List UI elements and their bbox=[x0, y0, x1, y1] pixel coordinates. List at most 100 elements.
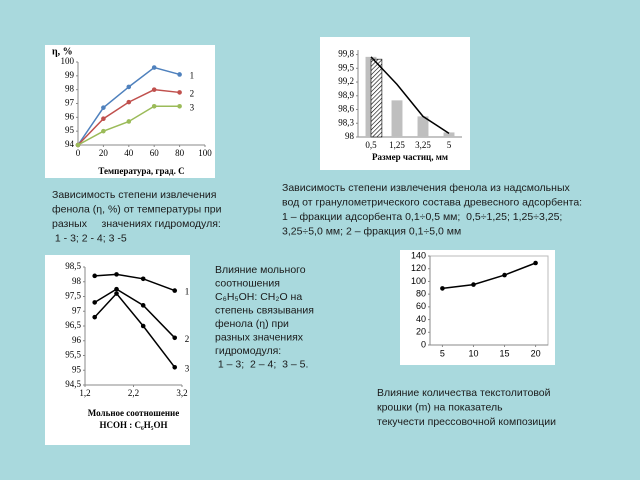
bar bbox=[443, 132, 455, 137]
data-point bbox=[126, 84, 132, 90]
y-tick-label: 97,5 bbox=[65, 291, 81, 301]
x-tick-label: 20 bbox=[99, 148, 109, 158]
x-tick-label: 1,2 bbox=[79, 388, 90, 398]
data-point bbox=[172, 365, 178, 370]
y-tick-label: 20 bbox=[416, 327, 426, 337]
y-tick-label: 94 bbox=[65, 139, 75, 149]
caption-line: степень связывания bbox=[215, 304, 314, 316]
x-tick-label: 1,25 bbox=[389, 140, 405, 150]
caption-line: 1 – 3; 2 – 4; 3 – 5. bbox=[215, 358, 308, 370]
caption-line: фенола (η) при bbox=[215, 318, 289, 330]
x-axis-label: HCOH : C₆H₅OH bbox=[100, 420, 168, 430]
caption-line: Влияние количества текстолитовой bbox=[377, 387, 551, 399]
data-point bbox=[172, 288, 178, 293]
data-point bbox=[101, 128, 106, 134]
caption-line: 1 - 3; 2 - 4; 3 -5 bbox=[52, 232, 127, 244]
y-tick-label: 97 bbox=[72, 305, 82, 315]
x-tick-label: 60 bbox=[150, 148, 160, 158]
y-tick-label: 95 bbox=[72, 364, 82, 374]
y-tick-label: 98,6 bbox=[338, 104, 354, 114]
data-point bbox=[177, 72, 182, 77]
y-tick-label: 95 bbox=[65, 125, 75, 135]
data-point bbox=[101, 116, 106, 122]
data-point bbox=[126, 119, 132, 124]
caption-line: крошки (m) на показатель bbox=[377, 401, 503, 413]
chart-panel bbox=[400, 250, 555, 365]
series-line bbox=[94, 273, 175, 292]
y-tick-label: 100 bbox=[411, 276, 426, 286]
series-line bbox=[442, 262, 536, 290]
x-axis-label: Размер частиц, мм bbox=[372, 152, 448, 162]
caption-line: разных значениях bbox=[215, 331, 304, 343]
data-point bbox=[502, 272, 507, 278]
series-label: 3 bbox=[185, 363, 190, 373]
x-tick-label: 2,2 bbox=[128, 388, 139, 398]
data-point bbox=[151, 65, 157, 70]
data-point bbox=[114, 291, 119, 296]
y-tick-label: 60 bbox=[416, 301, 426, 311]
y-tick-label: 99,5 bbox=[338, 62, 354, 72]
caption-line: Зависимость степени извлечения фенола из… bbox=[282, 182, 570, 194]
y-tick-label: 96 bbox=[65, 111, 75, 121]
data-point bbox=[92, 273, 97, 279]
y-tick-label: 98,3 bbox=[338, 117, 354, 127]
data-point bbox=[140, 323, 146, 329]
x-axis-label: Мольное соотношение bbox=[88, 408, 179, 418]
data-point bbox=[92, 314, 97, 320]
series-label: 2 bbox=[185, 334, 190, 344]
y-tick-label: 98 bbox=[345, 131, 355, 141]
y-tick-label: 96 bbox=[72, 335, 82, 345]
data-point bbox=[151, 103, 157, 109]
x-tick-label: 15 bbox=[500, 348, 510, 358]
y-tick-label: 99 bbox=[65, 70, 75, 80]
series-label: 3 bbox=[190, 102, 195, 112]
caption-line: гидромодуля: bbox=[215, 345, 281, 357]
data-point bbox=[114, 272, 119, 277]
y-tick-label: 98 bbox=[72, 276, 82, 286]
x-tick-label: 10 bbox=[468, 348, 478, 358]
y-tick-label: 100 bbox=[61, 56, 75, 66]
x-tick-label: 0 bbox=[76, 148, 81, 158]
series-line bbox=[94, 292, 176, 368]
data-point bbox=[533, 260, 538, 266]
y-tick-label: 80 bbox=[416, 289, 426, 299]
y-tick-label: 40 bbox=[416, 314, 426, 324]
chart-title: η, % bbox=[52, 46, 73, 57]
y-tick-label: 98 bbox=[65, 84, 75, 94]
data-point bbox=[75, 142, 81, 148]
caption-line: соотношения bbox=[215, 277, 280, 289]
caption-line: 1 – фракции адсорбента 0,1÷0,5 мм; 0,5÷1… bbox=[282, 211, 562, 223]
caption-line: Зависимость степени извлечения bbox=[52, 189, 216, 201]
data-point bbox=[101, 105, 106, 110]
caption-line: фенола (η, %) от температуры при bbox=[52, 203, 222, 215]
data-point bbox=[471, 282, 476, 287]
chart-panel bbox=[45, 45, 215, 178]
bar bbox=[417, 116, 429, 137]
data-point bbox=[140, 303, 146, 308]
x-tick-label: 20 bbox=[531, 348, 541, 358]
series-label: 1 bbox=[185, 287, 190, 297]
y-tick-label: 99,8 bbox=[338, 49, 354, 59]
data-point bbox=[151, 87, 157, 92]
bar bbox=[391, 100, 403, 137]
data-point bbox=[140, 276, 146, 282]
data-point bbox=[92, 300, 97, 305]
caption-line: текучести прессовочной композиции bbox=[377, 416, 556, 428]
bar bbox=[370, 58, 383, 138]
y-tick-label: 120 bbox=[411, 263, 426, 273]
x-tick-label: 40 bbox=[124, 148, 134, 158]
x-tick-label: 3,2 bbox=[176, 388, 187, 398]
y-tick-label: 95,5 bbox=[65, 350, 81, 360]
x-tick-label: 100 bbox=[198, 148, 212, 158]
y-tick-label: 96,5 bbox=[65, 320, 81, 330]
y-tick-label: 99,2 bbox=[338, 76, 354, 86]
y-tick-label: 97 bbox=[65, 98, 75, 108]
caption-line: разных значениях гидромодуля: bbox=[52, 218, 221, 230]
y-tick-label: 140 bbox=[411, 250, 426, 260]
series-label: 2 bbox=[190, 88, 195, 98]
data-point bbox=[126, 99, 132, 105]
x-axis-label: Температура, град. С bbox=[98, 166, 184, 176]
x-tick-label: 5 bbox=[440, 348, 445, 358]
data-point bbox=[114, 286, 119, 292]
